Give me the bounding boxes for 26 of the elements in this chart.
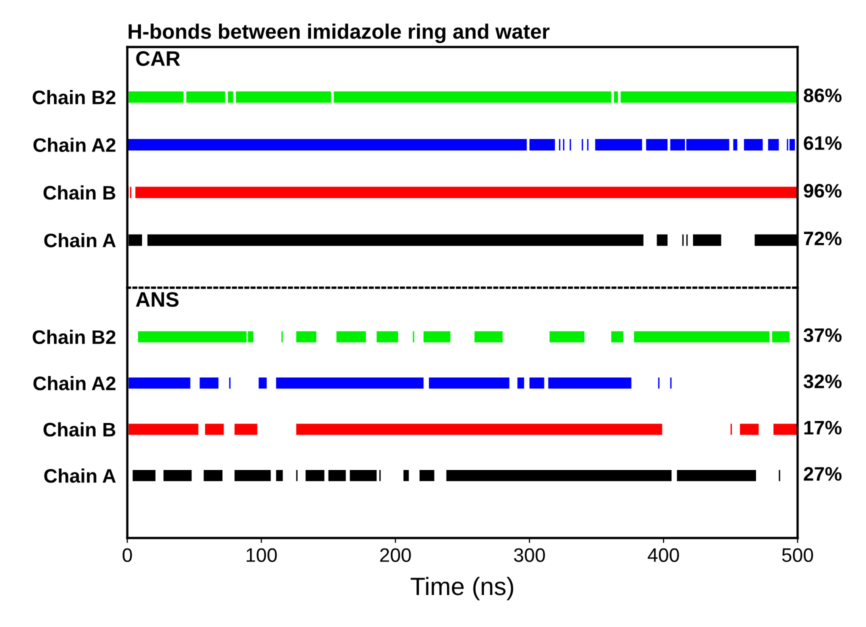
x-tick-label: 500 xyxy=(782,548,814,562)
text: 61% xyxy=(804,136,842,150)
y-tick-label: Chain B xyxy=(44,185,116,200)
x-axis-title: Time (ns) xyxy=(410,576,514,600)
text: 96% xyxy=(804,184,842,198)
y-tick-label: Chain B xyxy=(44,422,116,437)
text: 17% xyxy=(804,420,842,434)
y-tick-label: Chain A2 xyxy=(33,376,116,390)
text: 32% xyxy=(804,374,842,388)
y-tick-label: Chain B2 xyxy=(32,330,116,344)
y-tick-label: Chain A xyxy=(44,468,116,483)
text: 72% xyxy=(804,232,842,246)
text: 37% xyxy=(804,328,842,342)
chart-title: H-bonds between imidazole ring and water xyxy=(128,24,550,44)
annotation: CAR xyxy=(136,51,180,66)
y-tick-label: Chain A2 xyxy=(33,138,116,152)
text: 86% xyxy=(804,88,842,102)
x-tick-label: 200 xyxy=(380,548,411,562)
annotation: ANS xyxy=(136,292,179,307)
x-tick-label: 0 xyxy=(122,548,132,562)
x-tick-label: 300 xyxy=(514,548,545,562)
y-tick-label: Chain B2 xyxy=(32,90,116,104)
text: 27% xyxy=(804,466,842,481)
x-tick-label: 400 xyxy=(648,548,679,562)
y-tick-label: Chain A xyxy=(44,233,116,248)
x-tick-label: 100 xyxy=(246,548,277,562)
